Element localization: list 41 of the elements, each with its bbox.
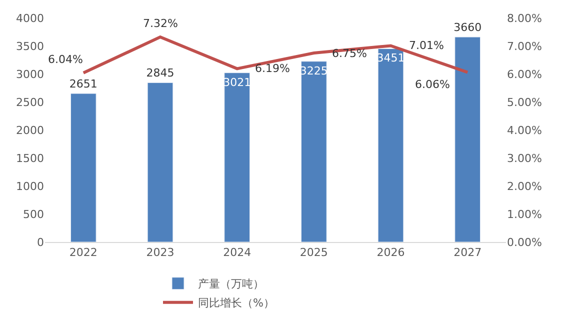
- y2-tick-label: 3.00%: [507, 152, 542, 165]
- legend-label: 产量（万吨）: [198, 278, 264, 291]
- y2-tick-label: 7.00%: [507, 40, 542, 53]
- bar: [454, 36, 481, 242]
- y-tick-label: 3000: [16, 68, 44, 81]
- bar: [300, 61, 327, 242]
- data-label: 2651: [69, 78, 98, 91]
- bar: [70, 93, 96, 242]
- x-tick-label: 2022: [69, 246, 98, 260]
- y2-tick-label: 1.00%: [507, 208, 542, 221]
- y-tick-label: 4000: [16, 12, 44, 25]
- data-label: 6.06%: [415, 78, 450, 91]
- data-label: 6.19%: [255, 62, 290, 75]
- y2-tick-label: 0.00%: [507, 236, 542, 249]
- y2-tick-label: 5.00%: [507, 96, 542, 109]
- y2-tick-label: 6.00%: [507, 68, 542, 81]
- data-label: 6.75%: [332, 47, 367, 60]
- x-tick-label: 2024: [223, 246, 252, 260]
- y-tick-label: 2000: [16, 124, 44, 137]
- y-tick-label: 3500: [16, 40, 44, 53]
- data-label: 7.32%: [143, 17, 178, 30]
- bar: [147, 82, 174, 242]
- y-tick-label: 0: [37, 236, 44, 249]
- bar: [224, 72, 250, 242]
- data-label: 6.04%: [48, 53, 83, 66]
- x-tick-label: 2023: [146, 246, 174, 260]
- legend-label: 同比增长（%）: [198, 296, 274, 310]
- y2-tick-label: 8.00%: [507, 12, 542, 25]
- bar: [378, 48, 404, 242]
- y-tick-label: 1000: [16, 180, 44, 193]
- y2-tick-label: 4.00%: [507, 124, 542, 137]
- y-tick-label: 1500: [16, 152, 44, 165]
- x-tick-label: 2026: [376, 246, 405, 260]
- y-tick-label: 500: [23, 208, 44, 221]
- data-label: 2845: [146, 66, 174, 80]
- data-label: 7.01%: [409, 39, 444, 52]
- x-tick-label: 2027: [454, 246, 482, 260]
- data-label: 3660: [454, 21, 482, 34]
- y2-tick-label: 2.00%: [507, 180, 542, 193]
- x-tick-label: 2025: [300, 246, 328, 260]
- y-tick-label: 2500: [16, 96, 44, 109]
